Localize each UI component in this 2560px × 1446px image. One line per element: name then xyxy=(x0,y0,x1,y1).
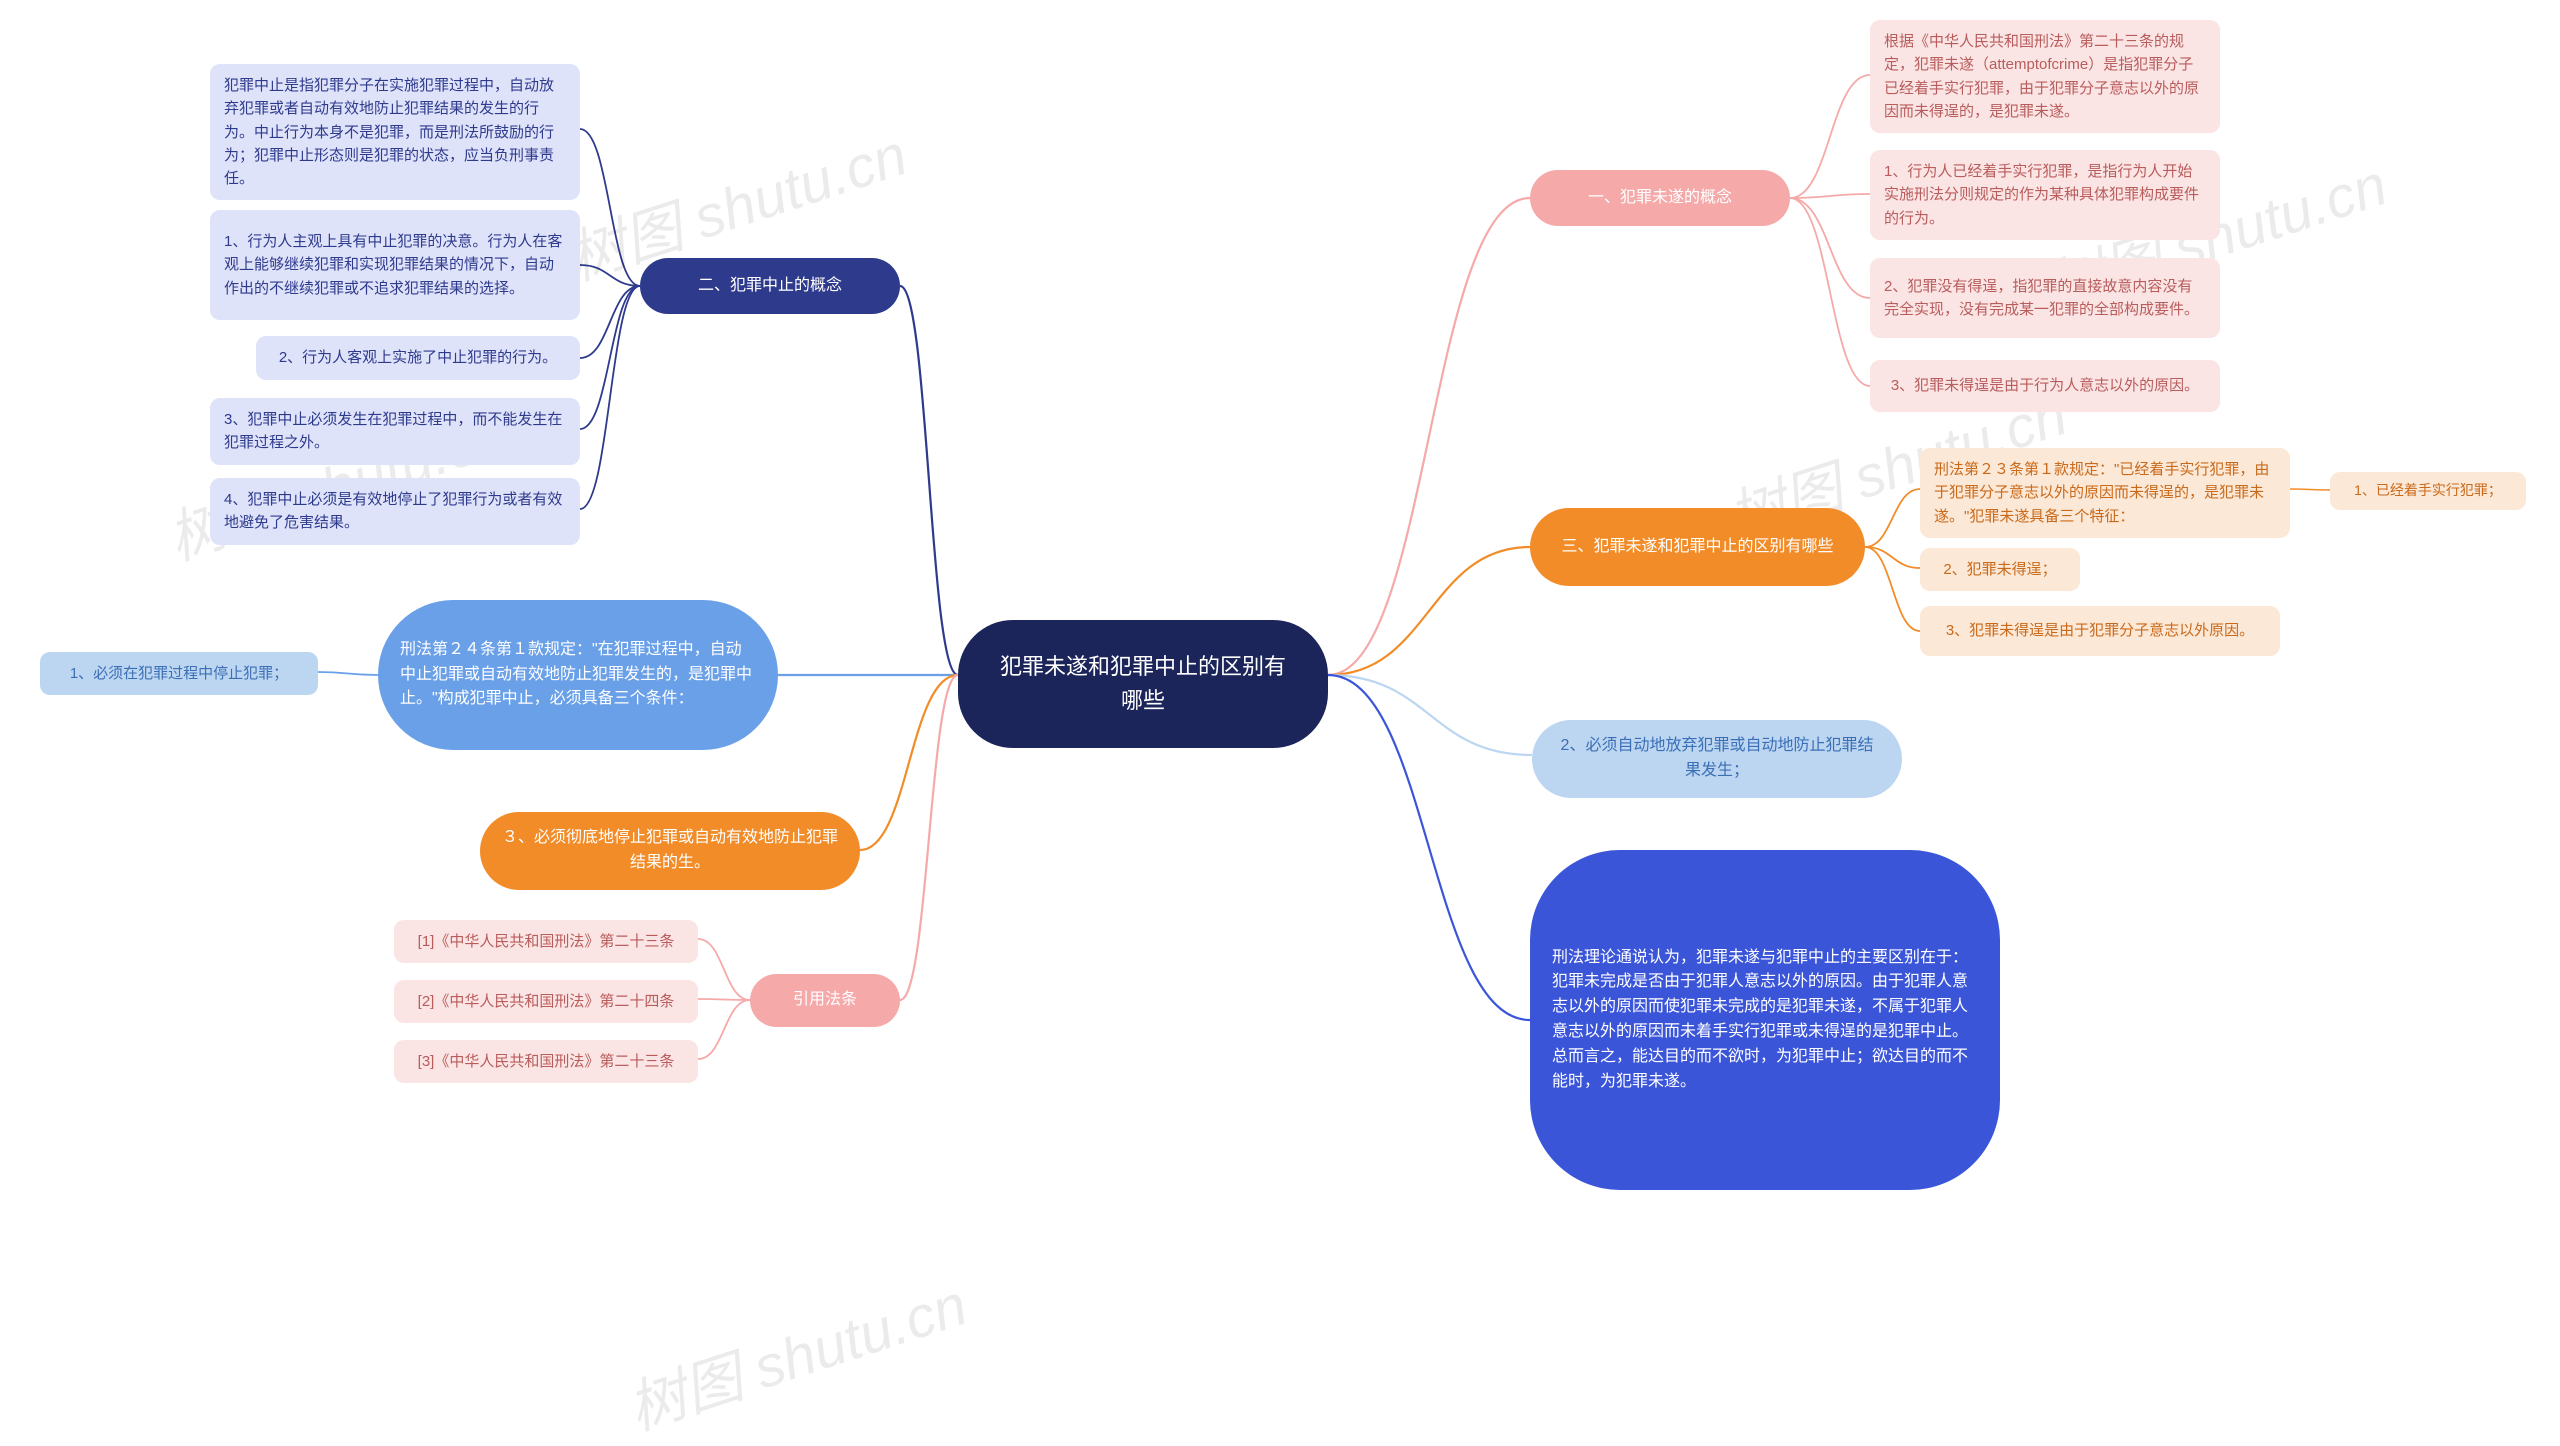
leaf-b8-1: [2]《中华人民共和国刑法》第二十四条 xyxy=(394,980,698,1023)
branch-b7: 刑法理论通说认为，犯罪未遂与犯罪中止的主要区别在于：犯罪未完成是否由于犯罪人意志… xyxy=(1530,850,2000,1190)
leaf-b2-4: 4、犯罪中止必须是有效地停止了犯罪行为或者有效地避免了危害结果。 xyxy=(210,478,580,545)
leaf-b8-0: [1]《中华人民共和国刑法》第二十三条 xyxy=(394,920,698,963)
leaf-b2-3: 3、犯罪中止必须发生在犯罪过程中，而不能发生在犯罪过程之外。 xyxy=(210,398,580,465)
branch-b5: 2、必须自动地放弃犯罪或自动地防止犯罪结果发生； xyxy=(1532,720,1902,798)
branch-b3: 三、犯罪未遂和犯罪中止的区别有哪些 xyxy=(1530,508,1865,586)
leaf-b2-0: 犯罪中止是指犯罪分子在实施犯罪过程中，自动放弃犯罪或者自动有效地防止犯罪结果的发… xyxy=(210,64,580,200)
leaf-b2-1: 1、行为人主观上具有中止犯罪的决意。行为人在客观上能够继续犯罪和实现犯罪结果的情… xyxy=(210,210,580,320)
branch-b1: 一、犯罪未遂的概念 xyxy=(1530,170,1790,226)
leaf-b2-2: 2、行为人客观上实施了中止犯罪的行为。 xyxy=(256,336,580,380)
branch-b6: ３、必须彻底地停止犯罪或自动有效地防止犯罪结果的生。 xyxy=(480,812,860,890)
branch-b4: 刑法第２４条第１款规定："在犯罪过程中，自动中止犯罪或自动有效地防止犯罪发生的，… xyxy=(378,600,778,750)
leaf-b8-2: [3]《中华人民共和国刑法》第二十三条 xyxy=(394,1040,698,1083)
watermark: 树图 shutu.cn xyxy=(616,1258,976,1446)
leaf-b3-1: 2、犯罪未得逞； xyxy=(1920,548,2080,591)
leaf-b3-0: 刑法第２３条第１款规定："已经着手实行犯罪，由于犯罪分子意志以外的原因而未得逞的… xyxy=(1920,448,2290,538)
leaf-b4-0: 1、必须在犯罪过程中停止犯罪； xyxy=(40,652,318,695)
leaf-b3-2: 3、犯罪未得逞是由于犯罪分子意志以外原因。 xyxy=(1920,606,2280,656)
branch-b2: 二、犯罪中止的概念 xyxy=(640,258,900,314)
leaf-b1-3: 3、犯罪未得逞是由于行为人意志以外的原因。 xyxy=(1870,360,2220,412)
leaf-b1-1: 1、行为人已经着手实行犯罪，是指行为人开始实施刑法分则规定的作为某种具体犯罪构成… xyxy=(1870,150,2220,240)
central-node: 犯罪未遂和犯罪中止的区别有哪些 xyxy=(958,620,1328,748)
leaf-b3-0-g: 1、已经着手实行犯罪； xyxy=(2330,472,2526,510)
leaf-b1-2: 2、犯罪没有得逞，指犯罪的直接故意内容没有完全实现，没有完成某一犯罪的全部构成要… xyxy=(1870,258,2220,338)
leaf-b1-0: 根据《中华人民共和国刑法》第二十三条的规定，犯罪未遂（attemptofcrim… xyxy=(1870,20,2220,133)
branch-b8: 引用法条 xyxy=(750,974,900,1027)
